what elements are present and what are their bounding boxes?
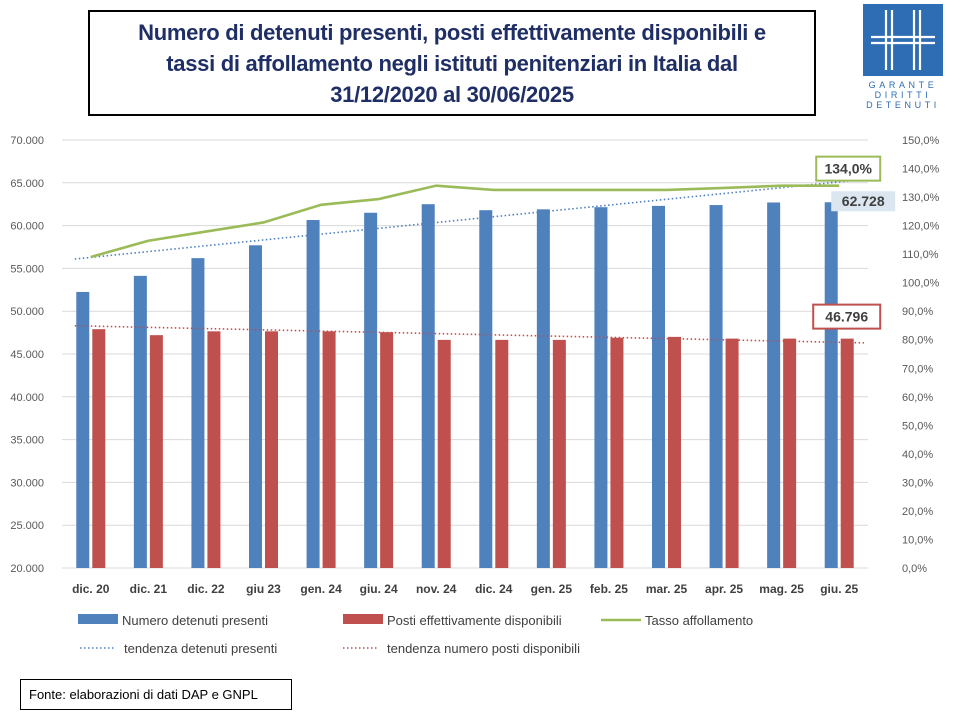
y-right-tick-label: 30,0% <box>902 477 933 489</box>
y-left-tick-label: 30.000 <box>10 477 44 489</box>
y-left-tick-label: 25.000 <box>10 520 44 532</box>
x-tick-label: mag. 25 <box>759 582 804 596</box>
chart-title-line-2: tassi di affollamento negli istituti pen… <box>166 50 738 76</box>
bar-posti <box>610 337 624 568</box>
bar-posti <box>92 329 106 568</box>
bar-posti <box>207 331 221 568</box>
y-right-tick-label: 50,0% <box>902 420 933 432</box>
x-tick-label: mar. 25 <box>646 582 688 596</box>
garante-logo: GARANTE DIRITTI DETENUTI <box>862 4 944 110</box>
y-right-tick-label: 10,0% <box>902 534 933 546</box>
y-right-tick-label: 0,0% <box>902 563 927 575</box>
legend-label: Numero detenuti presenti <box>122 613 268 628</box>
chart-title-line-1: Numero di detenuti presenti, posti effet… <box>138 19 766 45</box>
bar-detenuti <box>421 204 435 568</box>
bar-posti <box>840 338 854 568</box>
legend-label: Posti effettivamente disponibili <box>387 613 562 628</box>
bar-detenuti <box>594 207 608 569</box>
bar-posti <box>495 339 509 568</box>
y-left-tick-label: 60.000 <box>10 221 44 233</box>
y-left-tick-label: 45.000 <box>10 349 44 361</box>
x-tick-label: giu 23 <box>246 582 281 596</box>
y-right-tick-label: 130,0% <box>902 192 940 204</box>
legend-swatch <box>343 614 383 624</box>
x-tick-label: gen. 25 <box>531 582 573 596</box>
y-right-tick-label: 120,0% <box>902 221 940 233</box>
bar-detenuti <box>824 202 838 568</box>
y-right-tick-label: 110,0% <box>902 249 939 261</box>
y-right-tick-label: 80,0% <box>902 335 933 347</box>
bar-posti <box>552 339 566 568</box>
line-tasso-affollamento <box>90 184 840 259</box>
logo-text-diritti: DIRITTI <box>874 90 932 100</box>
bar-detenuti <box>76 291 90 568</box>
y-left-tick-label: 35.000 <box>10 435 44 447</box>
bar-posti <box>149 335 163 568</box>
y-right-tick-label: 150,0% <box>902 135 940 147</box>
y-right-tick-label: 90,0% <box>902 306 933 318</box>
annotation-posti: 46.796 <box>825 309 868 325</box>
logo-text-garante: GARANTE <box>868 80 938 90</box>
legend-label: Tasso affollamento <box>645 613 753 628</box>
x-tick-label: apr. 25 <box>705 582 743 596</box>
y-right-tick-label: 40,0% <box>902 449 933 461</box>
bar-detenuti <box>364 212 378 568</box>
bar-posti <box>783 338 797 568</box>
x-tick-label: dic. 22 <box>187 582 225 596</box>
annotation-posti-box <box>812 303 882 330</box>
source-note: Fonte: elaborazioni di dati DAP e GNPL <box>20 679 292 710</box>
annotation-tasso-box <box>815 155 882 182</box>
y-left-tick-label: 50.000 <box>10 306 44 318</box>
bar-detenuti <box>133 275 147 568</box>
y-left-tick-label: 40.000 <box>10 392 44 404</box>
y-left-tick-label: 70.000 <box>10 135 44 147</box>
bar-posti <box>380 332 394 568</box>
legend-label: tendenza numero posti disponibili <box>387 641 580 656</box>
x-tick-label: feb. 25 <box>590 582 628 596</box>
combo-chart: 20.000 25.000 30.000 35.000 40.000 45.000 50.0… <box>10 135 940 656</box>
x-tick-label: giu. 25 <box>820 582 858 596</box>
bar-posti <box>265 331 278 568</box>
bar-detenuti <box>536 209 550 568</box>
x-tick-label: nov. 24 <box>416 582 457 596</box>
logo-text-detenuti: DETENUTI <box>866 100 940 110</box>
annotation-tasso: 134,0% <box>824 161 872 177</box>
y-left-tick-label: 65.000 <box>10 178 44 190</box>
bar-posti <box>725 338 739 568</box>
x-tick-label: giu. 24 <box>360 582 398 596</box>
annotation-detenuti: 62.728 <box>842 193 885 209</box>
bar-detenuti <box>479 210 493 568</box>
bar-detenuti <box>191 258 205 568</box>
y-right-tick-label: 140,0% <box>902 164 940 176</box>
chart-title-box: Numero di detenuti presenti, posti effet… <box>88 10 816 116</box>
bar-posti <box>322 331 336 568</box>
y-left-tick-label: 55.000 <box>10 263 44 275</box>
x-tick-label: dic. 21 <box>130 582 168 596</box>
bar-posti <box>668 336 681 568</box>
x-tick-label: dic. 20 <box>72 582 110 596</box>
legend-swatch <box>78 614 118 624</box>
bar-detenuti <box>652 205 665 569</box>
logo-mark-icon <box>863 4 943 76</box>
y-right-tick-label: 100,0% <box>902 278 940 290</box>
annotation-detenuti-box <box>831 191 896 212</box>
bar-detenuti <box>709 205 723 568</box>
x-tick-label: dic. 24 <box>475 582 513 596</box>
legend-label: tendenza detenuti presenti <box>124 641 277 656</box>
y-right-tick-label: 70,0% <box>902 363 933 375</box>
x-tick-label: gen. 24 <box>300 582 342 596</box>
bar-detenuti <box>767 202 781 568</box>
y-right-tick-label: 20,0% <box>902 506 933 518</box>
bar-posti <box>437 339 451 568</box>
y-right-tick-label: 60,0% <box>902 392 933 404</box>
chart-title-line-3: 31/12/2020 al 30/06/2025 <box>330 81 574 107</box>
y-left-tick-label: 20.000 <box>10 563 44 575</box>
bar-detenuti <box>306 220 320 568</box>
trend-line-detenuti <box>74 178 865 260</box>
bar-detenuti <box>249 245 262 568</box>
